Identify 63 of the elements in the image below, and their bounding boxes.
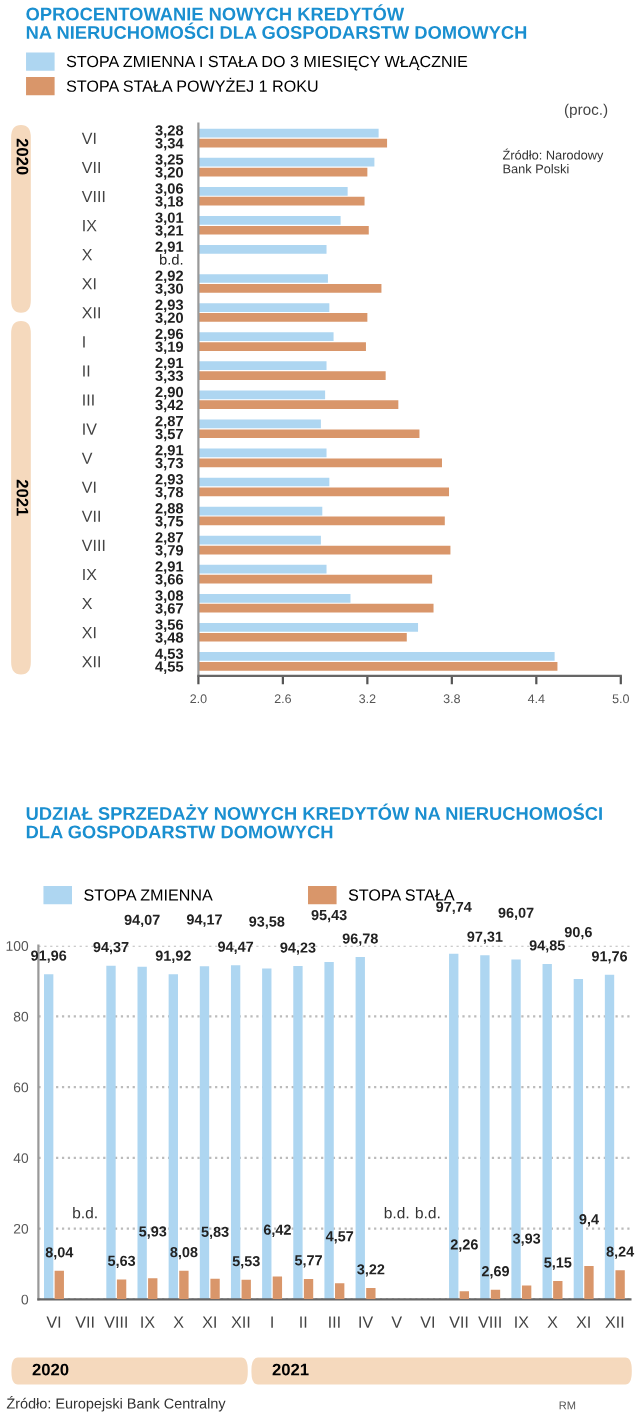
y-tick-label: XII [82, 307, 100, 319]
legend-label: STOPA ZMIENNA [84, 889, 213, 901]
y-tick-label: IX [83, 568, 97, 580]
y-tick-label: VIII [81, 190, 105, 203]
bar [521, 1285, 532, 1300]
y-tick-label: X [82, 597, 93, 610]
x-tick-label: X [173, 1316, 184, 1328]
y-tick-label: VI [81, 481, 96, 493]
text: 2020 [16, 138, 29, 175]
x-tick-label: III [329, 1316, 340, 1328]
x-tick-label: VI [420, 1316, 434, 1328]
legend-label: STOPA STAŁA [348, 889, 455, 901]
bar [210, 1278, 220, 1300]
bar [335, 1283, 345, 1300]
y-tick-label: VIII [81, 539, 105, 551]
y-tick-label: XII [82, 656, 100, 668]
y-tick-label: I [83, 336, 85, 348]
y-tick-label: XI [82, 278, 96, 290]
x-tick-label: XII [231, 1316, 250, 1328]
x-tick-label: V [391, 1316, 403, 1328]
y-tick-label: V [81, 452, 93, 464]
y-tick-label: IV [83, 423, 97, 435]
y-tick-label: XI [82, 627, 96, 639]
bar [615, 1270, 625, 1300]
x-tick-label: VII [449, 1316, 468, 1328]
bar [366, 1287, 376, 1300]
bar [459, 1291, 469, 1300]
bar [272, 1276, 283, 1300]
x-tick-label: IV [359, 1316, 374, 1328]
x-tick-label: XI [576, 1316, 590, 1328]
legend-label: STOPA ZMIENNA I STAŁA DO 3 MIESIĘCY WŁĄCZNIE [66, 55, 468, 71]
chart-title: UDZIAŁ SPRZEDAŻY NOWYCH KREDYTÓW NA NIERUCHOMOŚCI DLA GOSPODARSTW DOMOWYCH [26, 803, 602, 839]
y-tick-label: III [83, 394, 94, 406]
bar [553, 1281, 563, 1300]
text: 2021 [16, 479, 29, 516]
x-tick-label: VIII [478, 1316, 501, 1328]
bar [241, 1279, 251, 1300]
x-tick-label: XI [202, 1316, 216, 1328]
x-tick-label: VIII [104, 1316, 127, 1328]
bar [490, 1289, 501, 1300]
x-tick-label: II [300, 1316, 307, 1328]
legend-label: STOPA STAŁA POWYŻEJ 1 ROKU [66, 77, 318, 92]
y-tick-label: VII [81, 161, 100, 173]
x-tick-label: IX [515, 1316, 529, 1328]
x-tick-label: VI [46, 1316, 61, 1328]
y-tick-label: II [83, 365, 90, 377]
chart-title: OPROCENTOWANIE NOWYCH KREDYTÓW NA NIERUCHOMOŚCI DLA GOSPODARSTW DOMOWYCH [26, 4, 527, 39]
x-tick-label: XII [605, 1316, 624, 1328]
x-tick-label: X [547, 1316, 558, 1328]
text: 2020 [32, 1363, 69, 1376]
bar [303, 1278, 314, 1300]
y-tick-label: IX [83, 220, 97, 232]
x-tick-label: IX [141, 1316, 155, 1328]
bar [584, 1266, 594, 1300]
y-tick-label: VII [81, 510, 100, 522]
y-tick-label: VI [81, 132, 96, 144]
bar [148, 1278, 158, 1300]
text: 2021 [272, 1363, 309, 1376]
bar [54, 1270, 64, 1300]
x-tick-label: I [271, 1316, 273, 1328]
bar [179, 1270, 189, 1300]
bar [116, 1279, 127, 1300]
y-tick-label: X [82, 249, 93, 261]
